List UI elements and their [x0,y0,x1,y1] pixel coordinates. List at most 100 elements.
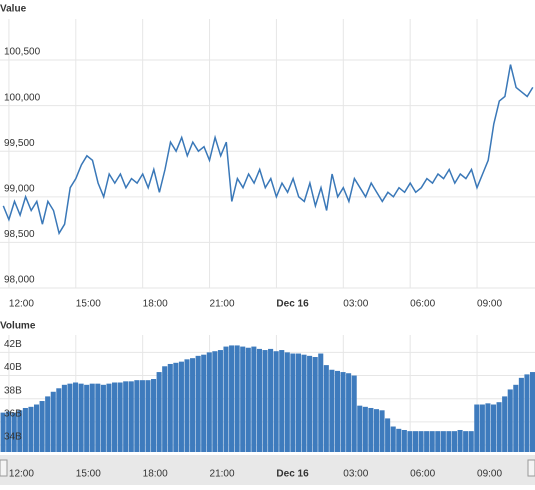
x-tick-label: Dec 16 [276,299,309,310]
volume-bar [284,352,290,452]
y-tick-label: 100,500 [4,47,41,58]
volume-bar [290,353,296,452]
volume-bar [78,383,84,452]
volume-bar [245,347,251,452]
volume-bar [312,357,318,452]
x-tick-label: 15:00 [76,299,101,310]
volume-bar [390,426,396,452]
x-tick-label: 03:00 [343,299,368,310]
x-tick-label: 15:00 [76,469,101,480]
volume-bar [89,383,95,452]
volume-bar [67,383,73,452]
volume-bar [424,431,430,452]
volume-bar [100,384,106,452]
x-tick-label: 06:00 [410,469,435,480]
x-tick-label: 06:00 [410,299,435,310]
volume-bar [362,406,368,452]
volume-bar [145,380,151,452]
grid [0,19,535,289]
volume-bar [6,411,12,452]
y-tick-label: 36B [4,409,22,420]
volume-bar [490,404,497,452]
volume-bar [368,407,374,452]
volume-bar [106,383,112,452]
volume-bar [373,409,380,452]
volume-bar [173,362,179,452]
navigator-handle[interactable] [527,459,535,477]
volume-bar [45,396,51,452]
volume-bar [468,431,474,452]
volume-bar [39,401,45,452]
volume-bar [134,380,140,452]
volume-bar [496,402,502,452]
price-line [2,64,534,236]
volume-bar [156,372,162,452]
volume-bar [457,429,463,452]
volume-bar [190,358,196,452]
y-tick-label: 98,000 [4,275,35,286]
volume-bar [256,348,262,452]
volume-bar [240,346,246,452]
volume-bar [217,350,223,452]
x-tick-label: Dec 16 [276,469,309,480]
navigator-handle[interactable] [0,459,8,477]
pane-title: Volume [0,321,36,332]
volume-bar [234,345,240,452]
volume-bar [412,431,419,452]
volume-bar [268,348,274,452]
volume-bar [206,352,212,452]
volume-bar [56,388,62,452]
y-tick-label: 100,000 [4,92,41,103]
volume-bar [84,384,90,452]
volume-bar [201,354,207,452]
x-tick-label: 18:00 [143,469,168,480]
volume-bar [22,407,28,452]
volume-bar [524,374,530,452]
volume-bar [123,381,129,452]
volume-bar [184,359,190,452]
pane-title: Value [0,4,27,15]
y-tick-label: 99,000 [4,183,35,194]
x-tick-label: 03:00 [343,469,368,480]
volume-bar [318,353,324,452]
volume-bar [0,412,6,452]
volume-bar [307,355,313,452]
volume-bar [357,405,363,452]
volume-bar [485,403,491,452]
volume-bar [223,346,229,452]
x-tick-label: 09:00 [477,299,502,310]
navigator [0,455,535,485]
volume-bar [178,361,184,452]
volume-bar [139,380,145,452]
y-tick-label: 42B [4,339,22,350]
volume-bar [351,375,357,452]
volume-bar [513,384,519,452]
y-tick-label: 38B [4,385,22,396]
volume-bar [346,373,352,452]
x-tick-label: 21:00 [210,469,235,480]
volume-bar [435,431,441,452]
volume-bar [329,369,335,452]
volume-bar [385,418,391,452]
y-tick-label: 98,500 [4,229,35,240]
volume-bar [301,354,307,452]
x-tick-label: 12:00 [9,299,34,310]
volume-bar [95,383,101,452]
x-tick-label: 12:00 [9,469,34,480]
y-tick-label: 99,500 [4,138,35,149]
y-tick-label: 34B [4,432,22,443]
y-tick-label: 40B [4,362,22,373]
volume-bar [212,351,218,452]
volume-bar [474,404,480,452]
volume-bar [323,365,329,452]
volume-bar [429,431,435,452]
volume-bar [251,346,257,452]
volume-bar [518,377,524,452]
volume-bar [340,372,346,452]
volume-bar [167,363,173,452]
volume-bar [502,396,508,452]
volume-bar [418,431,424,452]
volume-bar [162,366,168,452]
volume-bar [73,382,79,452]
